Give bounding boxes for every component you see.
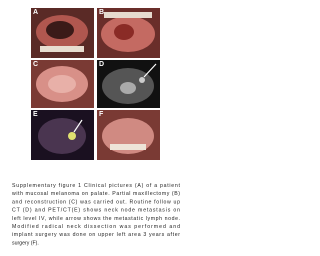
caption-line: left level IV, while arrow shows the met… — [12, 216, 180, 222]
caption-line: Modified radical neck dissection was per… — [12, 224, 180, 230]
panel-label: B — [99, 9, 104, 16]
panel-f-photo — [97, 110, 160, 160]
panel-label: A — [33, 9, 38, 16]
caption-line: and reconstruction (C) was carried out. … — [12, 199, 180, 205]
panel-label: C — [33, 61, 38, 68]
caption-line: CT (D) and PET/CT(E) shows neck node met… — [12, 208, 180, 214]
caption-line: with mucosal melanoma on palate. Partial… — [12, 191, 180, 197]
caption-line: Supplementary figure 1 Clinical pictures… — [12, 183, 181, 189]
panel-label: E — [33, 111, 38, 118]
caption-line: surgery (F). — [12, 240, 39, 246]
panel-label: F — [99, 111, 104, 118]
panel-c-photo — [31, 60, 94, 108]
panel-label: D — [99, 61, 104, 68]
panel-e-photo — [31, 110, 94, 160]
panel-a-photo — [31, 8, 94, 58]
panel-d-photo — [97, 60, 160, 108]
figure-page: A B C D E F Supplementary figure 1 Clinical p… — [12, 8, 181, 246]
caption-line: implant surgery was done on upper left a… — [12, 232, 180, 238]
panel-b-photo — [97, 8, 160, 58]
